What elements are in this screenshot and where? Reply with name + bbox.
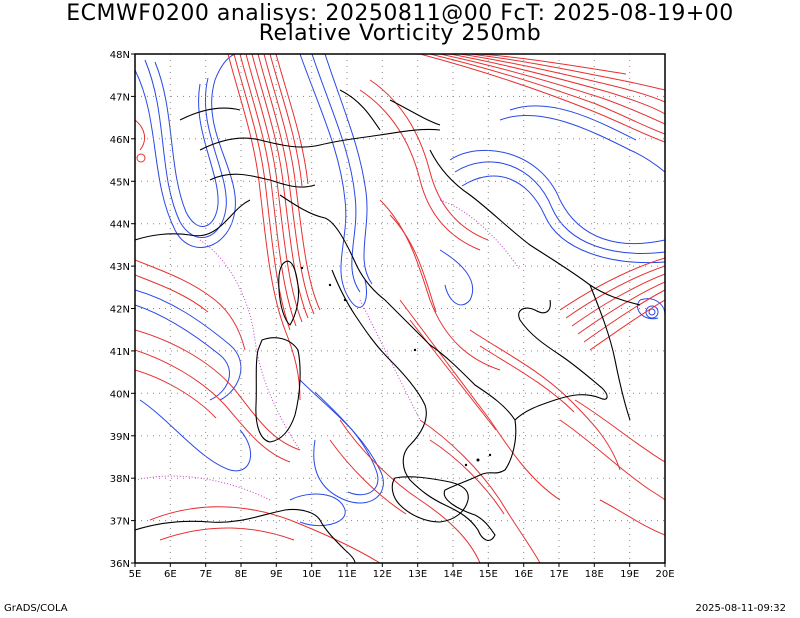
lat-label: 38N xyxy=(110,474,130,485)
positive-vorticity-contours xyxy=(135,54,665,563)
map-subtitle: Relative Vorticity 250mb xyxy=(258,21,542,46)
lon-label: 17E xyxy=(549,569,568,580)
lat-label: 45N xyxy=(110,177,130,188)
lon-label: 7E xyxy=(199,569,212,580)
lon-label: 5E xyxy=(129,569,142,580)
generation-timestamp: 2025-08-11-09:32 xyxy=(695,603,786,614)
lon-label: 10E xyxy=(302,569,321,580)
coastlines-borders xyxy=(135,89,641,563)
lon-ticks xyxy=(134,563,666,567)
lon-labels: 5E 6E 7E 8E 9E 10E 11E 12E 13E 14E 15E 1… xyxy=(129,569,675,580)
software-credit: GrADS/COLA xyxy=(4,603,68,614)
lat-label: 44N xyxy=(110,220,130,231)
lon-label: 20E xyxy=(655,569,674,580)
lon-label: 16E xyxy=(514,569,533,580)
lon-label: 11E xyxy=(337,569,356,580)
lon-label: 19E xyxy=(620,569,639,580)
lon-label: 12E xyxy=(373,569,392,580)
lat-label: 41N xyxy=(110,347,130,358)
lat-label: 47N xyxy=(110,92,130,103)
lat-ticks xyxy=(131,53,135,564)
lon-label: 6E xyxy=(164,569,177,580)
lon-label: 15E xyxy=(479,569,498,580)
lon-label: 14E xyxy=(443,569,462,580)
lat-label: 43N xyxy=(110,262,130,273)
negative-vorticity-contours xyxy=(135,54,665,527)
lat-label: 42N xyxy=(110,305,130,316)
islands xyxy=(300,266,492,467)
vorticity-field xyxy=(135,54,665,563)
map-title: ECMWF0200 analisys: 20250811@00 FcT: 202… xyxy=(66,1,734,26)
lat-label: 39N xyxy=(110,432,130,443)
lat-label: 48N xyxy=(110,50,130,61)
lat-label: 36N xyxy=(110,559,130,570)
lon-label: 9E xyxy=(270,569,283,580)
lat-lon-grid xyxy=(135,54,665,563)
zero-contours xyxy=(135,199,521,501)
lat-label: 37N xyxy=(110,517,130,528)
lat-label: 40N xyxy=(110,389,130,400)
lon-label: 8E xyxy=(235,569,248,580)
lat-label: 46N xyxy=(110,135,130,146)
lat-labels: 48N 47N 46N 45N 44N 43N 42N 41N 40N 39N … xyxy=(110,50,130,570)
lon-label: 13E xyxy=(408,569,427,580)
lon-label: 18E xyxy=(585,569,604,580)
